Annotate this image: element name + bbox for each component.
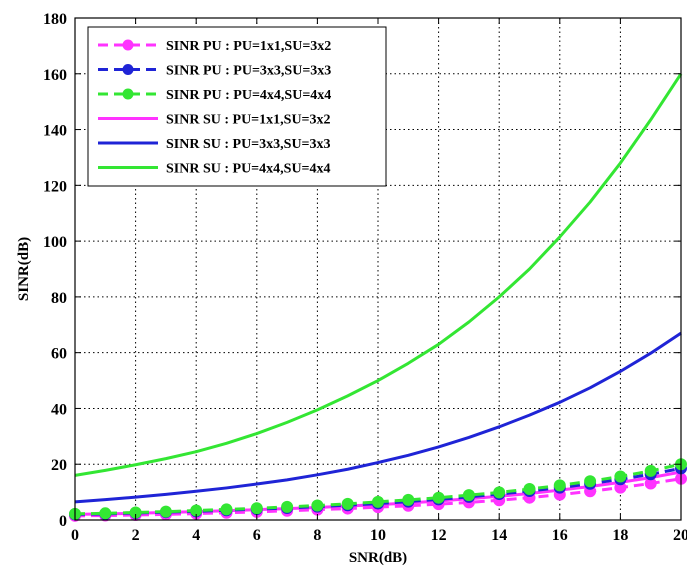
y-tick-label: 140: [43, 123, 67, 140]
series-6: [74, 72, 683, 477]
legend-entry: SINR PU : PU=3x3,SU=3x3: [98, 64, 331, 79]
x-tick-label: 2: [132, 527, 140, 544]
y-tick-label: 100: [43, 234, 67, 251]
legend-marker: [122, 64, 134, 75]
legend-label: SINR PU : PU=3x3,SU=3x3: [166, 64, 331, 79]
data-point: [644, 464, 657, 477]
x-tick-label: 20: [673, 527, 687, 544]
x-tick-label: 18: [612, 527, 628, 544]
legend-entry: SINR PU : PU=1x1,SU=3x2: [98, 39, 331, 54]
legend-entry: SINR PU : PU=4x4,SU=4x4: [98, 88, 331, 103]
series-5: [74, 331, 682, 504]
legend-label: SINR PU : PU=4x4,SU=4x4: [166, 88, 331, 103]
x-tick-label: 4: [192, 527, 200, 544]
data-point: [614, 470, 627, 483]
y-tick-label: 180: [43, 11, 67, 28]
x-tick-label: 10: [370, 527, 386, 544]
legend-entry: SINR SU : PU=1x1,SU=3x2: [98, 113, 331, 128]
legend-marker: [122, 39, 134, 51]
data-point: [523, 483, 536, 496]
legend-label: SINR SU : PU=1x1,SU=3x2: [166, 113, 331, 128]
data-point: [220, 503, 233, 516]
legend-label: SINR PU : PU=1x1,SU=3x2: [166, 39, 331, 54]
legend: SINR PU : PU=1x1,SU=3x2 SINR PU : PU=3x3,…: [87, 26, 387, 187]
data-point: [250, 502, 263, 515]
data-point: [432, 491, 445, 504]
y-tick-label: 60: [51, 346, 67, 363]
y-tick-label: 160: [43, 67, 67, 84]
data-point: [372, 495, 384, 508]
data-point: [281, 500, 294, 513]
legend-label: SINR SU : PU=4x4,SU=4x4: [166, 162, 331, 177]
data-point: [462, 489, 475, 502]
data-point: [341, 497, 354, 510]
legend-entry: SINR SU : PU=4x4,SU=4x4: [98, 162, 331, 177]
y-tick-label: 20: [51, 457, 67, 474]
data-point: [402, 493, 415, 506]
data-point: [553, 479, 566, 492]
legend-label: SINR SU : PU=3x3,SU=3x3: [166, 137, 331, 152]
y-tick-label: 0: [59, 513, 67, 530]
axis-ticks: 0 2 4 6 8 10 12 14 16 18 20 0 20 40 60 80 100 120 140 160 18…: [43, 11, 687, 544]
data-point: [159, 505, 172, 518]
x-tick-label: 16: [552, 527, 568, 544]
data-point: [311, 499, 324, 512]
x-tick-label: 8: [313, 527, 321, 544]
legend-box: [87, 26, 387, 187]
x-tick-label: 6: [253, 527, 261, 544]
series-line: [74, 462, 682, 516]
series-line: [74, 331, 682, 504]
x-tick-label: 12: [431, 527, 447, 544]
data-point: [493, 486, 506, 499]
y-axis-label: SINR(dB): [16, 237, 32, 301]
data-point: [99, 507, 112, 520]
y-tick-label: 80: [51, 290, 67, 307]
legend-marker: [122, 88, 134, 100]
x-tick-label: 14: [491, 527, 507, 544]
series-line: [74, 477, 682, 518]
data-point: [584, 475, 597, 488]
x-axis-label: SNR(dB): [349, 550, 407, 566]
y-tick-label: 120: [43, 178, 67, 195]
series-line: [74, 72, 683, 477]
y-tick-label: 40: [51, 401, 67, 418]
series-3: [69, 458, 687, 520]
legend-entry: SINR SU : PU=3x3,SU=3x3: [98, 137, 331, 152]
x-tick-label: 0: [71, 527, 79, 544]
